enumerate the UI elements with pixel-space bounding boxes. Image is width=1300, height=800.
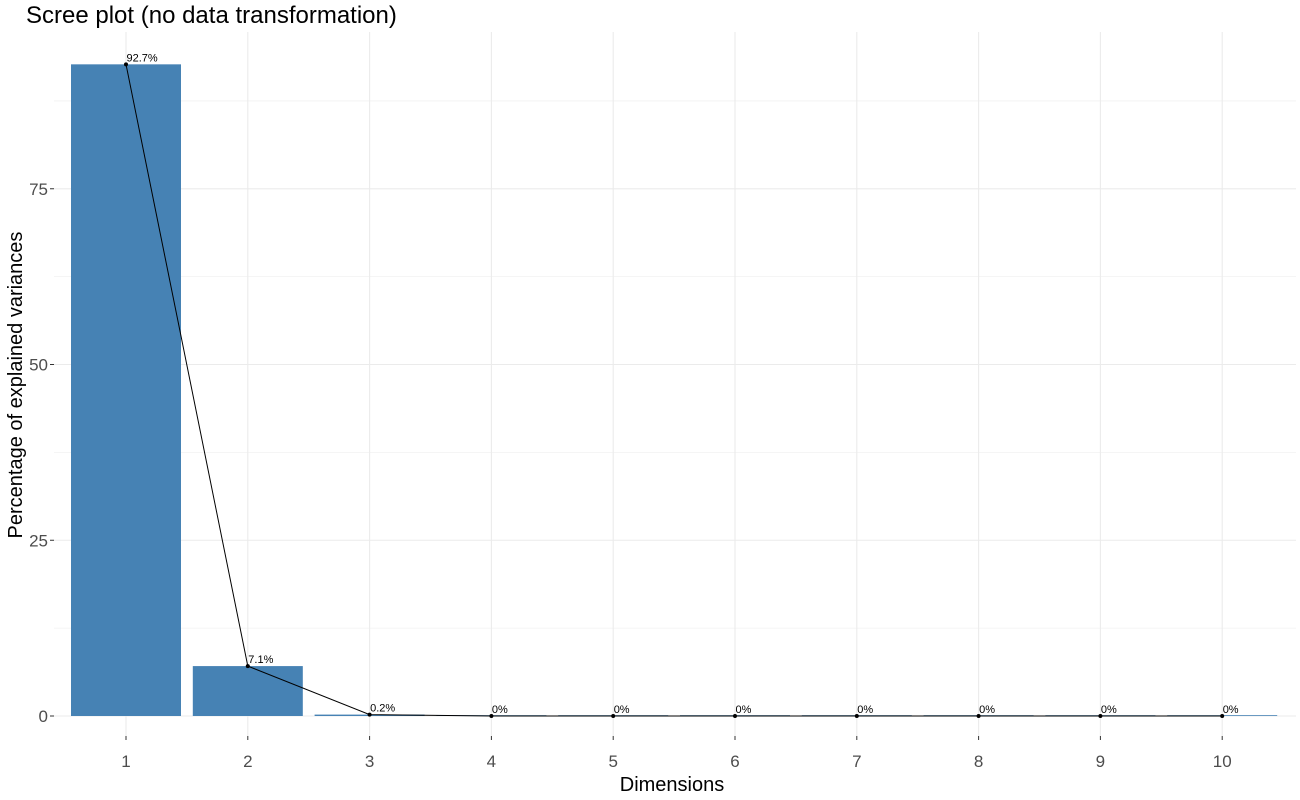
trend-line [125, 64, 1223, 717]
x-tick-label: 1 [121, 752, 130, 771]
point-dim-10 [1220, 714, 1225, 718]
data-label-dim-9: 0% [1101, 704, 1117, 716]
y-tick-label: 0 [39, 707, 48, 726]
point-dim-6 [733, 714, 737, 718]
point-dim-2 [245, 664, 250, 669]
x-tick-label: 8 [974, 752, 983, 771]
x-tick-label: 7 [852, 752, 861, 771]
y-tick-label: 75 [29, 180, 48, 199]
data-label-dim-5: 0% [614, 704, 630, 716]
x-tick-label: 5 [608, 752, 617, 771]
data-label-dim-2: 7.1% [248, 654, 273, 666]
point-dim-8 [976, 714, 981, 718]
point-dim-3 [367, 712, 372, 717]
data-label-dim-3: 0.2% [370, 703, 395, 715]
x-axis-title: Dimensions [620, 774, 724, 796]
data-label-dim-4: 0% [492, 704, 508, 716]
data-label-dim-7: 0% [857, 704, 873, 716]
point-dim-7 [854, 714, 859, 718]
y-axis-title: Percentage of explained variances [5, 232, 27, 539]
x-tick-label: 6 [730, 752, 739, 771]
bars [71, 64, 1278, 717]
data-labels: 92.7% 7.1% 0.2% 0% 0% 0% 0% 0% 0% 0% [127, 52, 1239, 716]
x-tick-label: 4 [487, 752, 496, 771]
point-dim-1 [124, 62, 128, 67]
y-tick-label: 25 [29, 531, 48, 550]
point-dim-9 [1098, 714, 1103, 718]
data-label-dim-10: 0% [1223, 704, 1239, 716]
point-dim-5 [611, 714, 616, 718]
data-label-dim-6: 0% [736, 704, 752, 716]
data-label-dim-1: 92.7% [127, 52, 158, 64]
x-tick-label: 10 [1213, 752, 1232, 771]
x-tick-label: 3 [365, 752, 374, 771]
point-dim-4 [489, 714, 494, 718]
bar-dim-2 [192, 666, 303, 716]
trend-line-group [124, 62, 1225, 718]
bar-dim-1 [71, 64, 181, 717]
axes: 0 25 50 75 1 2 3 4 5 6 7 8 9 10 [29, 180, 1232, 771]
data-label-dim-8: 0% [979, 704, 995, 716]
x-tick-label: 2 [243, 752, 252, 771]
y-tick-label: 50 [29, 356, 48, 375]
x-tick-label: 9 [1096, 752, 1105, 771]
chart-title: Scree plot (no data transformation) [26, 2, 397, 29]
